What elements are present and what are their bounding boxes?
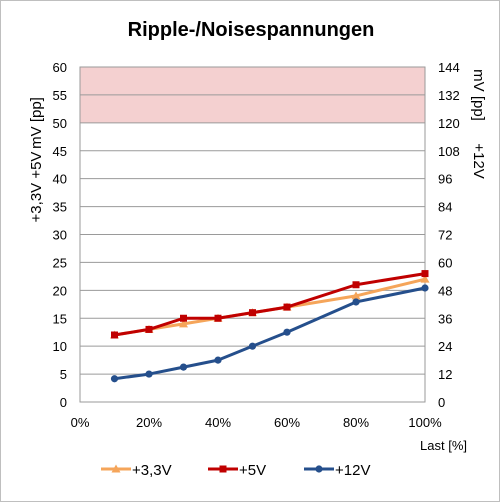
y-right-tick-label: 84: [438, 200, 452, 215]
series-lines: [110, 270, 430, 383]
series-12v-point: [179, 363, 188, 371]
series-33v-point: [351, 291, 361, 300]
plot-border: [79, 66, 426, 403]
x-tick-label: 100%: [408, 415, 442, 430]
legend-12v-marker: [315, 465, 323, 473]
y-axis-right-label-unit: mV [pp]: [470, 69, 487, 121]
y-right-tick-label: 108: [438, 144, 460, 159]
y-right-tick-label: 24: [438, 339, 452, 354]
y-right-tick-label: 36: [438, 311, 452, 326]
y-left-tick-label: 20: [53, 283, 67, 298]
y-right-tick-label: 144: [438, 60, 460, 75]
series-5v-point: [249, 309, 256, 317]
legend-5v-label: +5V: [239, 462, 266, 479]
y-axis-left-label-rails: +3,3V +5V: [28, 152, 45, 223]
y-right-tick-label: 96: [438, 172, 452, 187]
y-left-tick-label: 10: [53, 339, 67, 354]
y-axis-left-label-unit: mV [pp]: [28, 97, 45, 149]
series-33v-point: [179, 319, 188, 328]
series-5v-point: [283, 303, 291, 311]
x-tick-label: 20%: [136, 415, 162, 430]
y-left-tick-label: 50: [53, 116, 67, 131]
series-12v-point: [110, 375, 119, 383]
y-left-tick-label: 25: [53, 255, 67, 270]
series-12v-point: [214, 356, 222, 364]
y-right-tick-label: 60: [438, 255, 452, 270]
y-left-tick-label: 60: [53, 60, 67, 75]
chart-title: Ripple-/Noisespannungen: [128, 19, 375, 41]
y-right-tick-label: 48: [438, 283, 452, 298]
x-tick-label: 40%: [205, 415, 231, 430]
y-right-tick-label: 0: [438, 395, 445, 410]
y-left-tick-label: 35: [53, 200, 67, 215]
series-12v-point: [352, 298, 360, 306]
y-left-tick-label: 55: [53, 88, 67, 103]
series-5v-point: [352, 281, 360, 289]
y-left-tick-label: 5: [60, 367, 67, 382]
series-12v-point: [145, 370, 153, 378]
legend-33v-marker: [111, 464, 121, 473]
y-axis-right-ticks: 0 12 24 36 48 60 72 84 96 108 120 132 144: [438, 60, 460, 410]
y-left-tick-label: 45: [53, 144, 67, 159]
x-tick-label: 80%: [343, 415, 369, 430]
x-axis-ticks: 0% 20% 40% 60% 80% 100%: [71, 415, 442, 430]
series-5v-point: [421, 270, 429, 278]
series-12v-point: [421, 284, 429, 292]
series-5v-point: [145, 325, 153, 333]
x-tick-label: 60%: [274, 415, 300, 430]
y-axis-right-label-rail: +12V: [470, 143, 487, 178]
y-right-tick-label: 12: [438, 367, 452, 382]
series-5v-point: [111, 331, 118, 339]
x-axis-label: Last [%]: [420, 438, 467, 453]
x-tick-label: 0%: [71, 415, 90, 430]
y-right-tick-label: 72: [438, 228, 452, 243]
y-left-tick-label: 0: [60, 395, 67, 410]
y-left-tick-label: 15: [53, 311, 67, 326]
series-12v-point: [283, 328, 291, 336]
series-5v-point: [180, 314, 187, 322]
y-axis-left-ticks: 0 5 10 15 20 25 30 35 40 45 50 55 60: [53, 60, 67, 410]
series-33v-point: [420, 274, 430, 283]
series-12v-line: [114, 286, 426, 381]
y-left-tick-label: 30: [53, 228, 67, 243]
y-right-tick-label: 132: [438, 88, 460, 103]
legend-33v-label: +3,3V: [132, 462, 172, 479]
series-5v-line: [114, 272, 426, 337]
gridlines: [79, 66, 426, 403]
legend: +3,3V +5V +12V: [101, 462, 370, 479]
y-left-tick-label: 40: [53, 172, 67, 187]
legend-12v-label: +12V: [335, 462, 370, 479]
series-12v-point: [248, 342, 257, 350]
legend-5v-marker: [219, 465, 227, 473]
y-right-tick-label: 120: [438, 116, 460, 131]
series-5v-point: [214, 314, 222, 322]
